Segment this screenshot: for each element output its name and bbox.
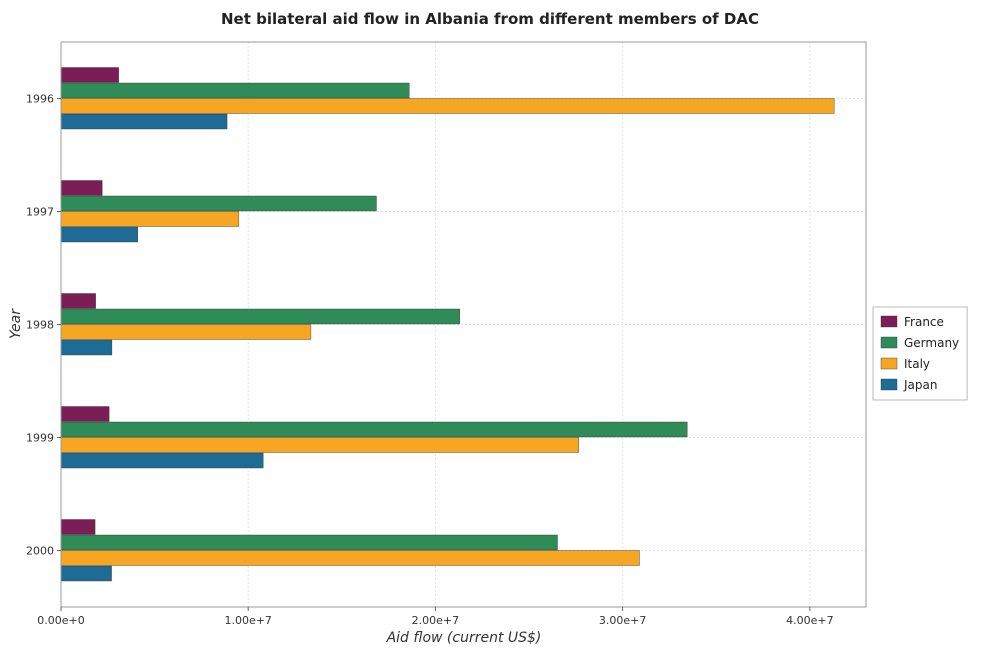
bar-germany-2000 (61, 535, 557, 550)
bar-france-1998 (61, 294, 96, 309)
x-ticks: 0.00e+0 1.00e+7 2.00e+7 3.00e+7 4.00e+7 (37, 607, 833, 627)
x-tick-label: 1.00e+7 (224, 614, 271, 627)
x-tick-label: 3.00e+7 (599, 614, 646, 627)
bar-france-2000 (61, 520, 95, 535)
y-tick-label: 2000 (26, 545, 54, 558)
x-tick-label: 2.00e+7 (412, 614, 459, 627)
legend: France Germany Italy Japan (873, 307, 967, 400)
y-axis-label: Year (8, 308, 24, 339)
bar-italy-1999 (61, 438, 579, 453)
legend-label-japan: Japan (903, 378, 937, 392)
legend-label-italy: Italy (904, 357, 930, 371)
bar-germany-1996 (61, 83, 409, 98)
legend-label-germany: Germany (904, 336, 959, 350)
bar-italy-1998 (61, 325, 311, 340)
bar-germany-1999 (61, 422, 687, 437)
legend-swatch-france (881, 316, 897, 327)
bar-japan-1999 (61, 453, 263, 468)
bar-italy-2000 (61, 551, 639, 566)
x-tick-label: 0.00e+0 (37, 614, 84, 627)
bar-germany-1997 (61, 196, 376, 211)
legend-swatch-italy (881, 358, 897, 369)
bar-japan-1997 (61, 227, 138, 242)
chart-title: Net bilateral aid flow in Albania from d… (221, 10, 759, 28)
legend-swatch-germany (881, 337, 897, 348)
bar-italy-1997 (61, 212, 239, 227)
legend-label-france: France (904, 315, 944, 329)
legend-swatch-japan (881, 379, 897, 390)
y-tick-label: 1997 (26, 206, 54, 219)
bar-japan-1998 (61, 340, 112, 355)
x-tick-label: 4.00e+7 (786, 614, 833, 627)
bar-france-1999 (61, 407, 109, 422)
bar-japan-1996 (61, 114, 227, 129)
bar-italy-1996 (61, 99, 834, 114)
y-ticks: 1996 1997 1998 1999 2000 (26, 93, 61, 558)
x-axis-label: Aid flow (current US$) (386, 630, 542, 646)
bar-germany-1998 (61, 309, 460, 324)
bar-france-1996 (61, 68, 119, 83)
y-tick-label: 1998 (26, 319, 54, 332)
bar-france-1997 (61, 181, 102, 196)
bar-japan-2000 (61, 566, 112, 581)
y-tick-label: 1996 (26, 93, 54, 106)
y-tick-label: 1999 (26, 432, 54, 445)
